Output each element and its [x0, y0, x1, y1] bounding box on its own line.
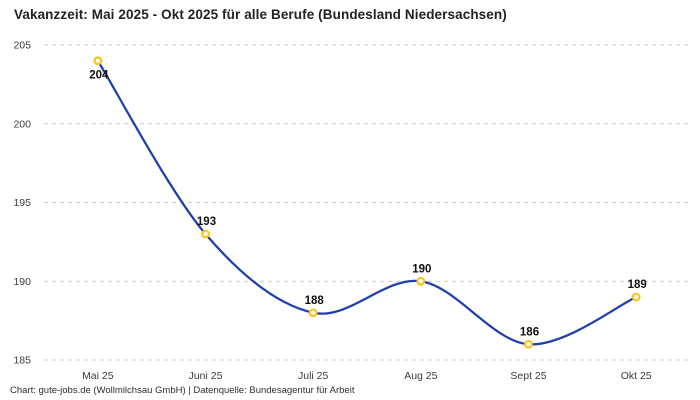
- x-axis-tick-label: Juni 25: [189, 370, 223, 382]
- data-point-value-label: 190: [412, 263, 431, 275]
- y-axis-tick-label: 195: [13, 197, 31, 209]
- data-point-marker: [308, 308, 318, 318]
- data-point-value-label: 188: [305, 295, 325, 307]
- data-point-marker: [201, 229, 210, 239]
- chart-footer: Chart: gute-jobs.de (Wollmilchsau GmbH) …: [10, 385, 355, 396]
- data-point-value-label: 186: [520, 326, 539, 338]
- data-point-marker: [93, 56, 103, 66]
- x-axis-tick-label: Okt 25: [621, 370, 652, 382]
- data-point-value-label: 193: [197, 216, 216, 228]
- data-point-marker: [524, 339, 533, 349]
- y-axis-tick-label: 190: [13, 276, 31, 288]
- y-axis-tick-label: 185: [13, 355, 31, 367]
- x-axis-tick-label: Sept 25: [510, 370, 546, 382]
- data-point-value-label: 189: [628, 279, 647, 291]
- x-axis-tick-label: Mai 25: [82, 370, 114, 382]
- chart-title: Vakanzzeit: Mai 2025 - Okt 2025 für alle…: [14, 7, 507, 22]
- x-axis-tick-label: Juli 25: [298, 370, 329, 382]
- data-point-marker: [416, 276, 426, 286]
- y-axis-tick-label: 200: [13, 118, 31, 130]
- y-axis-tick-label: 205: [13, 40, 31, 52]
- data-point-value-label: 204: [89, 69, 109, 81]
- trend-line-path: [96, 59, 638, 346]
- x-axis-tick-label: Aug 25: [404, 370, 437, 382]
- data-point-marker: [631, 292, 641, 302]
